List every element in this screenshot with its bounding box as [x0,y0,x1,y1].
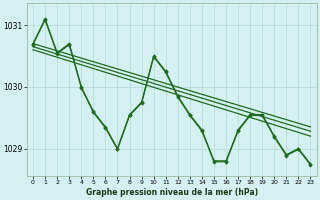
X-axis label: Graphe pression niveau de la mer (hPa): Graphe pression niveau de la mer (hPa) [86,188,258,197]
